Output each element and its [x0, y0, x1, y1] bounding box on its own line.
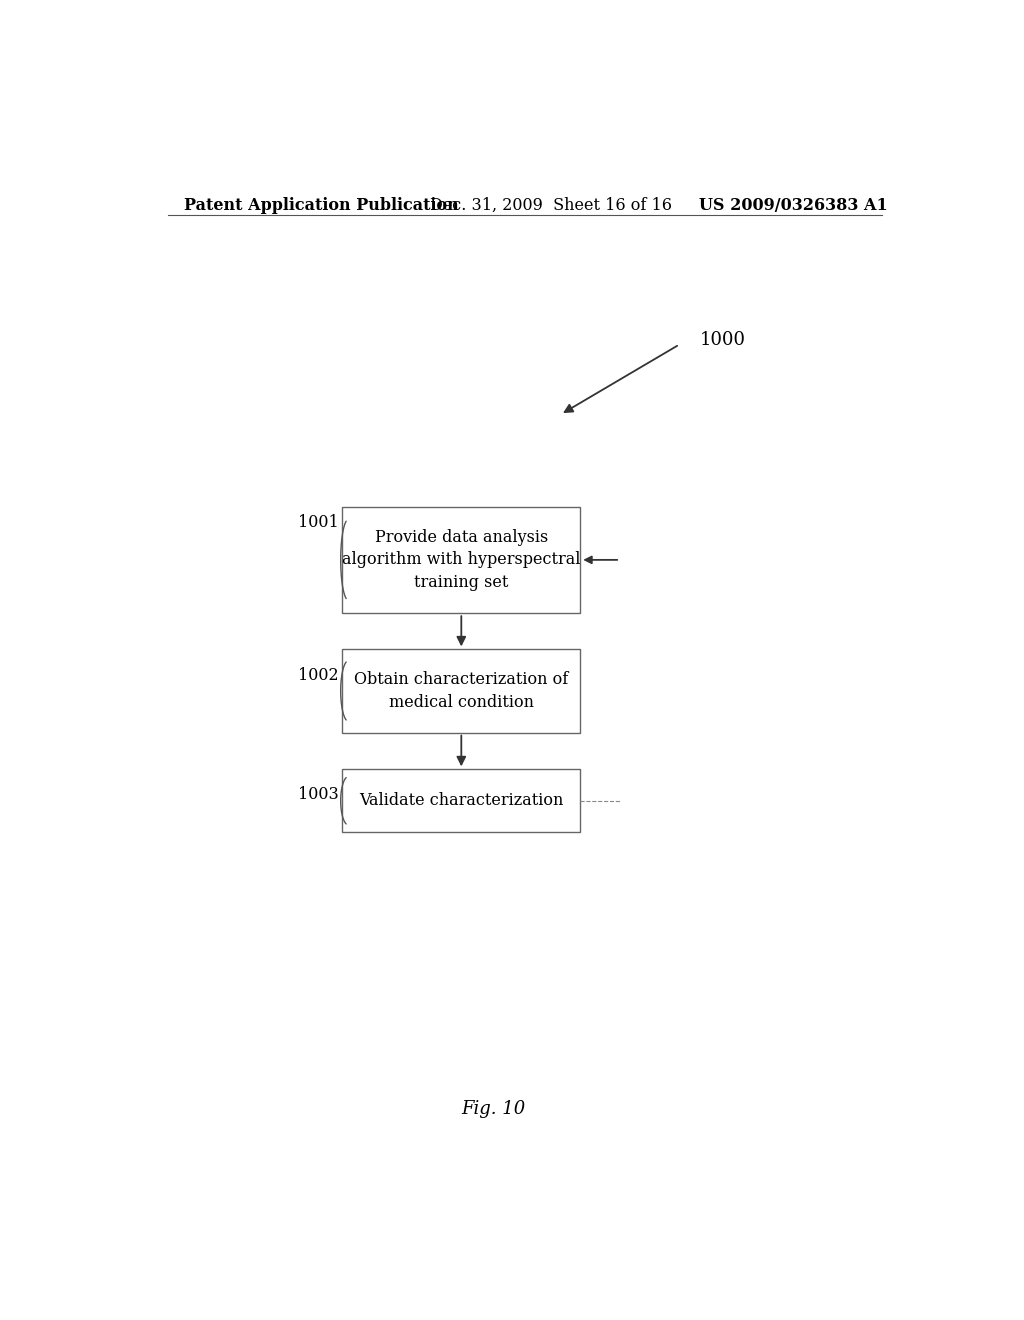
FancyBboxPatch shape [342, 649, 581, 733]
Text: 1001: 1001 [298, 515, 338, 531]
Text: Dec. 31, 2009  Sheet 16 of 16: Dec. 31, 2009 Sheet 16 of 16 [430, 197, 672, 214]
Text: Provide data analysis
algorithm with hyperspectral
training set: Provide data analysis algorithm with hyp… [342, 529, 581, 590]
Text: 1003: 1003 [298, 785, 338, 803]
Text: Patent Application Publication: Patent Application Publication [183, 197, 459, 214]
Text: 1002: 1002 [298, 667, 338, 684]
FancyBboxPatch shape [342, 770, 581, 833]
Text: Validate characterization: Validate characterization [359, 792, 563, 809]
Text: 1000: 1000 [699, 331, 745, 350]
Text: Fig. 10: Fig. 10 [461, 1100, 525, 1118]
Text: US 2009/0326383 A1: US 2009/0326383 A1 [699, 197, 888, 214]
Text: Obtain characterization of
medical condition: Obtain characterization of medical condi… [354, 672, 568, 710]
FancyBboxPatch shape [342, 507, 581, 614]
